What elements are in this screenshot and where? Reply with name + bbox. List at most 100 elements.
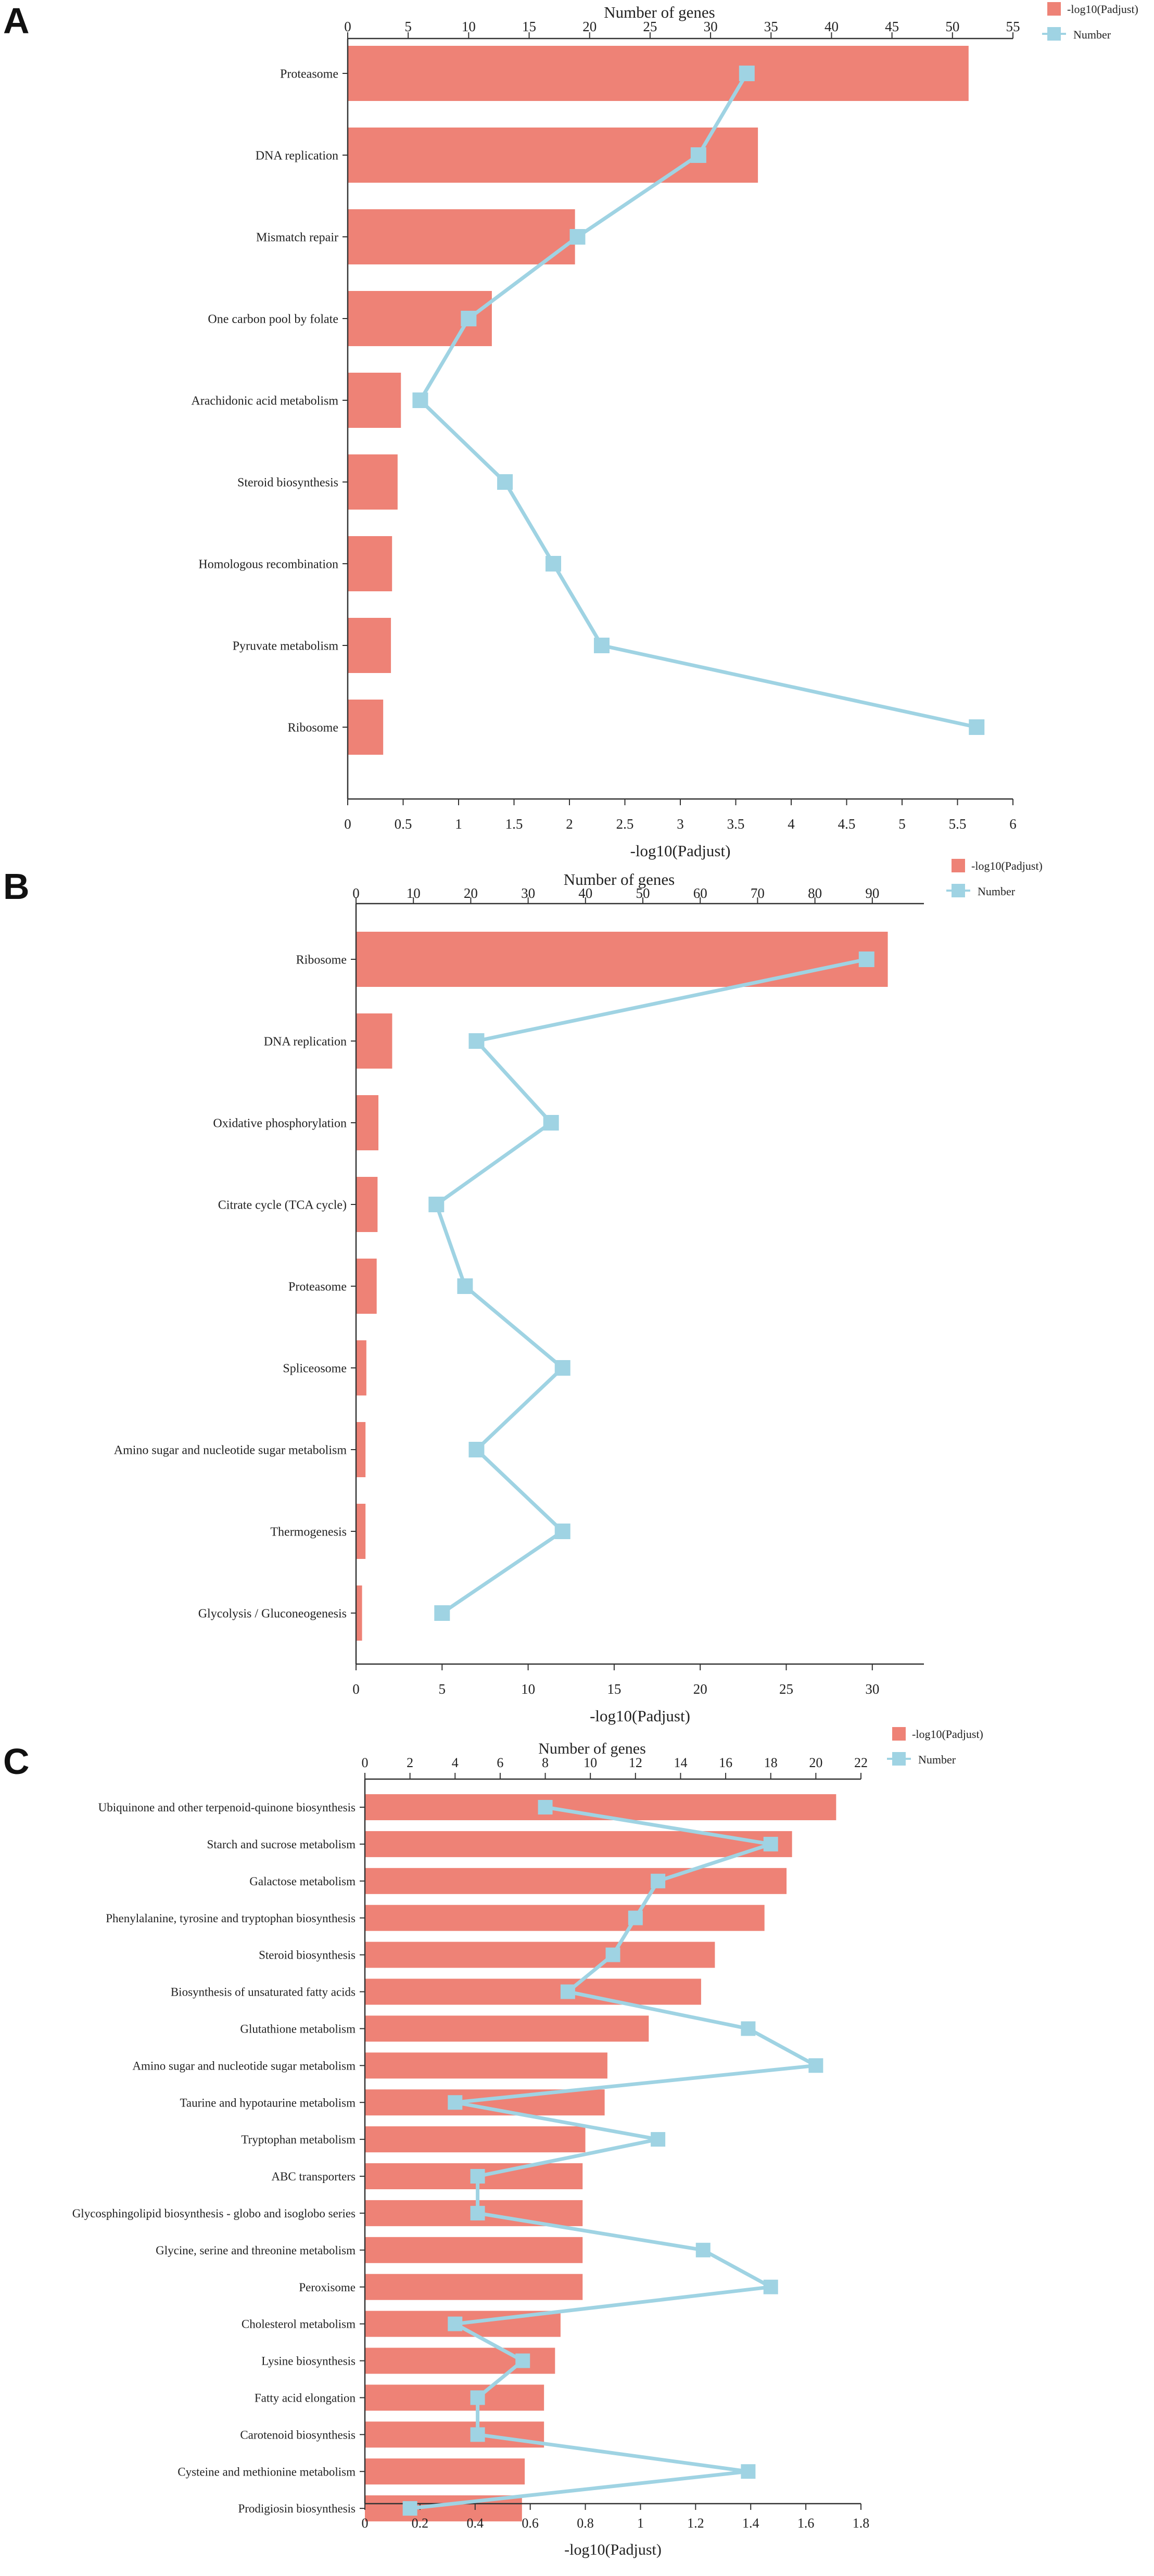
number-point-17 — [470, 2390, 485, 2405]
top-tick-label: 40 — [578, 885, 592, 901]
top-tick-label: 50 — [636, 885, 650, 901]
number-point-9 — [434, 1605, 450, 1621]
number-point-9 — [969, 719, 985, 735]
number-point-4 — [461, 311, 477, 326]
chart-panel-a: A Proteasome DNA replication Mismatch repai… — [3, 1, 1138, 860]
legend-label: -log10(Padjust) — [971, 859, 1043, 872]
top-axis-title: Number of genes — [564, 870, 675, 889]
top-tick-label: 16 — [719, 1755, 732, 1770]
bottom-tick-label: 5 — [898, 816, 906, 832]
legend-label: -log10(Padjust) — [1067, 3, 1138, 16]
category-label: Steroid biosynthesis — [259, 1949, 356, 1962]
bar-1 — [348, 46, 969, 101]
category-label: Ubiquinone and other terpenoid-quinone b… — [98, 1801, 356, 1814]
bar-2 — [356, 1013, 392, 1069]
bar-6 — [365, 1978, 701, 2005]
legend-label: Number — [1073, 28, 1111, 41]
top-tick-label: 8 — [542, 1755, 549, 1770]
chart-panel-c: C Ubiquinone and other terpenoid-quinone … — [3, 1727, 983, 2558]
number-point-10 — [651, 2132, 666, 2147]
bar-13 — [365, 2237, 583, 2263]
number-point-4 — [628, 1910, 643, 1925]
top-axis-title: Number of genes — [538, 1740, 646, 1757]
category-label: ABC transporters — [271, 2170, 356, 2183]
bar-5 — [348, 373, 401, 428]
top-tick-label: 0 — [352, 885, 360, 901]
number-point-7 — [546, 556, 562, 572]
number-point-9 — [448, 2095, 463, 2110]
bar-3 — [365, 1868, 787, 1894]
top-tick-label: 15 — [522, 19, 536, 34]
bar-6 — [356, 1340, 366, 1395]
bar-1 — [356, 932, 888, 987]
top-tick-label: 60 — [693, 885, 707, 901]
bottom-tick-label: 15 — [607, 1681, 621, 1697]
bottom-tick-label: 6 — [1009, 816, 1017, 832]
panel-label: B — [3, 866, 30, 907]
bar-6 — [348, 454, 398, 510]
top-tick-label: 4 — [452, 1755, 459, 1770]
bottom-tick-label: 30 — [865, 1681, 879, 1697]
top-tick-label: 0 — [362, 1755, 369, 1770]
top-tick-label: 30 — [704, 19, 718, 34]
bottom-tick-label: 0.8 — [577, 2516, 594, 2531]
category-label: DNA replication — [264, 1035, 347, 1048]
top-tick-label: 6 — [497, 1755, 503, 1770]
bottom-tick-label: 0 — [344, 816, 351, 832]
category-label: Proteasome — [288, 1280, 347, 1293]
bottom-tick-label: 10 — [521, 1681, 535, 1697]
bottom-tick-label: 3.5 — [727, 816, 745, 832]
category-label: Glycine, serine and threonine metabolism — [156, 2244, 356, 2257]
legend-swatch-bar — [1047, 2, 1061, 16]
bottom-tick-label: 0.6 — [522, 2516, 539, 2531]
number-point-7 — [741, 2021, 756, 2036]
bar-14 — [365, 2274, 583, 2300]
category-label: Taurine and hypotaurine metabolism — [180, 2096, 356, 2109]
category-label: Ribosome — [296, 953, 347, 967]
bottom-tick-label: 1.5 — [505, 816, 523, 832]
top-tick-label: 0 — [344, 19, 351, 34]
number-point-15 — [448, 2316, 463, 2331]
number-point-18 — [470, 2427, 485, 2442]
category-label: Homologous recombination — [198, 557, 338, 571]
bottom-tick-label: 3 — [677, 816, 684, 832]
bottom-tick-label: 1 — [455, 816, 462, 832]
category-label: Glycosphingolipid biosynthesis - globo a… — [72, 2207, 356, 2220]
top-tick-label: 12 — [629, 1755, 642, 1770]
panel-label: A — [3, 1, 30, 41]
bar-4 — [365, 1905, 765, 1931]
category-label: One carbon pool by folate — [208, 312, 338, 326]
number-point-20 — [402, 2501, 417, 2516]
bottom-tick-label: 0 — [362, 2516, 369, 2531]
legend-swatch-line — [892, 1752, 906, 1766]
bar-9 — [365, 2089, 605, 2116]
legend: -log10(Padjust) Number — [1042, 2, 1138, 41]
legend: -log10(Padjust) Number — [946, 859, 1043, 898]
top-tick-label: 45 — [885, 19, 899, 34]
bar-2 — [348, 128, 758, 183]
bar-3 — [356, 1095, 378, 1150]
category-label: Cholesterol metabolism — [242, 2318, 356, 2331]
number-point-12 — [470, 2205, 485, 2220]
category-label: Amino sugar and nucleotide sugar metabol… — [114, 1443, 347, 1457]
number-point-1 — [538, 1800, 553, 1814]
bottom-tick-label: 0.5 — [395, 816, 412, 832]
category-label: Ribosome — [288, 721, 338, 734]
number-point-8 — [593, 638, 610, 653]
top-tick-label: 22 — [854, 1755, 868, 1770]
bottom-tick-label: 1.4 — [742, 2516, 759, 2531]
bottom-tick-label: 0 — [352, 1681, 360, 1697]
bar-4 — [356, 1177, 378, 1232]
panel-label: C — [3, 1741, 30, 1782]
bottom-tick-label: 5.5 — [949, 816, 967, 832]
category-label: Prodigiosin biosynthesis — [238, 2502, 356, 2515]
bar-8 — [356, 1504, 366, 1559]
number-point-6 — [554, 1360, 570, 1376]
number-point-8 — [808, 2058, 823, 2073]
top-tick-label: 10 — [407, 885, 421, 901]
category-label: Mismatch repair — [256, 231, 338, 244]
category-label: Biosynthesis of unsaturated fatty acids — [171, 1986, 356, 1999]
top-tick-label: 20 — [582, 19, 597, 34]
number-point-3 — [651, 1873, 666, 1888]
